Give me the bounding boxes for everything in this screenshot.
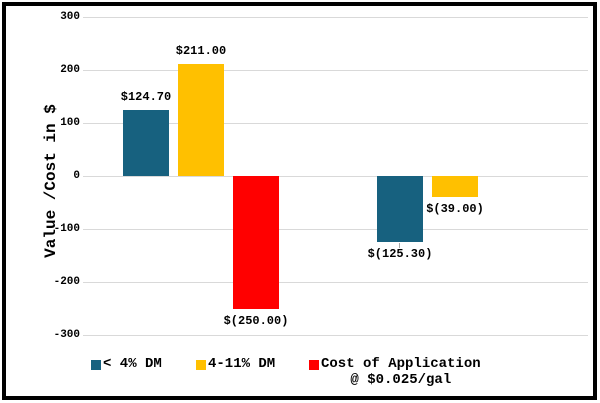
bar-group-1-series-2 [178,64,224,176]
category-tick-mark [399,243,400,248]
legend-label: 4-11% DM [208,356,276,372]
gridline-y--100 [83,228,588,230]
y-tick-label: -200 [53,276,80,288]
gridline-y--300 [83,334,588,336]
legend-swatch-icon [91,360,101,370]
legend: < 4% DM 4-11% DM Cost of Application @ $0.… [6,356,600,398]
bar-group-2-series-2 [432,176,478,197]
gridline-y-0 [83,175,588,177]
y-tick-label: 200 [60,64,80,76]
bar-group-1-series-1 [123,109,169,176]
y-tick-label: 100 [60,117,80,129]
y-tick-label: 300 [60,11,80,23]
legend-item-3: Cost of Application @ $0.025/gal [309,356,481,388]
y-tick-label: 0 [73,170,80,182]
y-tick-label: -100 [53,223,80,235]
bar-group-1-series-3 [233,176,279,309]
gridline-y-100 [83,122,588,124]
legend-item-2: 4-11% DM [196,356,275,372]
legend-swatch-icon [309,360,319,370]
plot-area: $124.70 $(125.30) $211.00 $(39.00) $(250.00) [83,6,588,403]
gridline-y--200 [83,281,588,283]
legend-item-1: < 4% DM [91,356,162,372]
data-label-group-1-series-1: $124.70 [120,89,172,104]
legend-swatch-icon [196,360,206,370]
y-tick-label: -300 [53,329,80,341]
legend-label: Cost of Application @ $0.025/gal [321,356,481,388]
gridline-y-300 [83,16,588,18]
legend-label: < 4% DM [103,356,162,372]
chart-frame: Value /Cost in $ $124.70 $(125.30) $211.00… [2,2,597,400]
data-label-group-1-series-3: $(250.00) [223,313,289,328]
data-label-group-2-series-2: $(39.00) [426,201,484,216]
data-label-group-1-series-2: $211.00 [175,44,227,59]
data-label-group-2-series-1: $(125.30) [367,247,433,262]
gridline-y-200 [83,69,588,71]
bar-group-2-series-1 [377,176,423,243]
